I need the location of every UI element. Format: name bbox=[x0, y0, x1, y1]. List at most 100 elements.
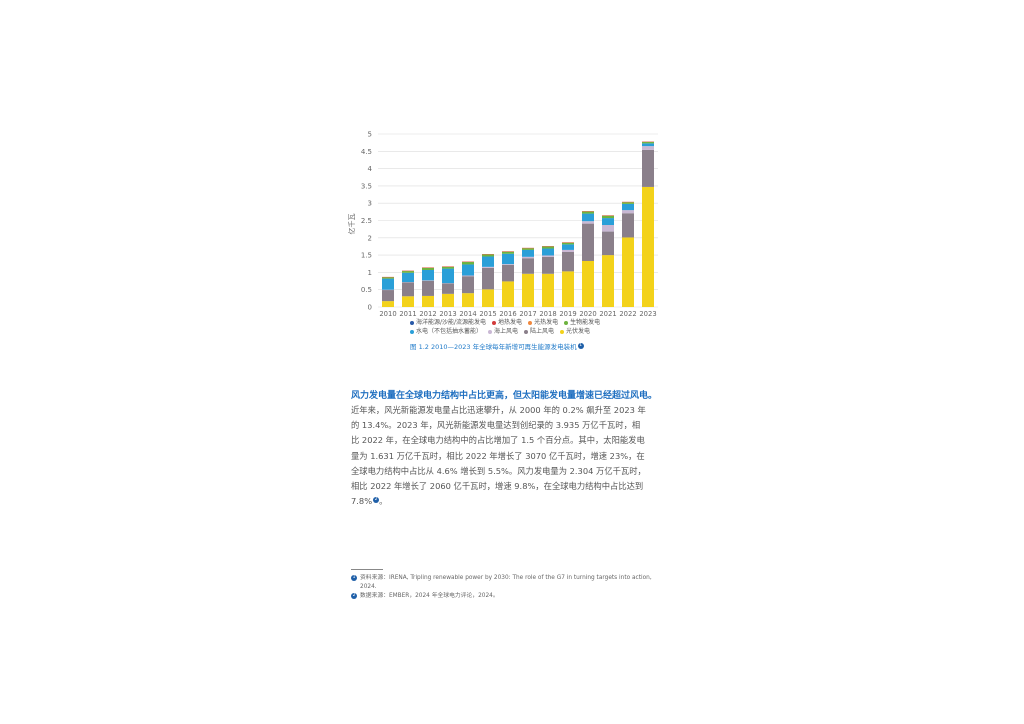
y-tick-label: 0 bbox=[368, 304, 372, 312]
bar-segment bbox=[642, 146, 654, 150]
bar-segment bbox=[502, 264, 514, 265]
bar-segment bbox=[642, 186, 654, 307]
y-tick-label: 2.5 bbox=[361, 217, 372, 225]
x-tick-label: 2018 bbox=[539, 310, 556, 318]
bar-segment bbox=[582, 221, 594, 224]
bar-segment bbox=[482, 254, 494, 257]
chart-legend: 海洋能源/沙能/流源能发电 地热发电 光热发电 生物能发电 水电（不包括抽水蓄能… bbox=[410, 318, 670, 336]
bar-segment bbox=[602, 215, 614, 219]
bar-segment bbox=[622, 210, 634, 214]
footnote-line: 数据来源：EMBER，2024 年全球电力评论，2024。 bbox=[360, 593, 499, 599]
legend-label: 光伏发电 bbox=[566, 328, 591, 335]
legend-label: 陆上风电 bbox=[530, 328, 555, 335]
bar-segment bbox=[502, 281, 514, 307]
bar-segment bbox=[542, 256, 554, 274]
footnote-item: 1 资料来源：IRENA, Tripling renewable power b… bbox=[351, 574, 671, 592]
legend-item: 光伏发电 bbox=[560, 327, 590, 336]
legend-item: 海洋能源/沙能/流源能发电 bbox=[410, 318, 486, 327]
bar-segment bbox=[382, 290, 394, 302]
bar-segment bbox=[422, 280, 434, 296]
bar-segment bbox=[522, 249, 534, 257]
bar-segment bbox=[442, 283, 454, 294]
bar-segment bbox=[422, 267, 434, 270]
bar-segment bbox=[642, 143, 654, 147]
bar-segment bbox=[422, 269, 434, 281]
legend-swatch bbox=[488, 329, 493, 334]
bar-segment bbox=[482, 256, 494, 267]
legend-item: 陆上风电 bbox=[524, 327, 554, 336]
bar-segment bbox=[562, 271, 574, 307]
footnote-item: 2 数据来源：EMBER，2024 年全球电力评论，2024。 bbox=[351, 592, 671, 601]
legend-item: 地热发电 bbox=[492, 318, 522, 327]
bar-segment bbox=[542, 248, 554, 256]
legend-label: 地热发电 bbox=[498, 319, 523, 326]
legend-label: 海上风电 bbox=[494, 328, 519, 335]
legend-swatch bbox=[524, 329, 529, 334]
legend-swatch bbox=[560, 329, 565, 334]
legend-label: 生物能发电 bbox=[570, 319, 601, 326]
y-axis-label: 亿千瓦 bbox=[347, 214, 356, 235]
legend-label: 水电（不包括抽水蓄能） bbox=[416, 328, 483, 335]
figure-caption-text: 图 1.2 2010—2023 年全球每年新增可再生能源发电装机 bbox=[410, 343, 577, 351]
footnote-marker[interactable]: 1 bbox=[577, 342, 584, 349]
footnote-line: 2024. bbox=[360, 584, 377, 590]
paragraph-line: 量为 1.631 万亿千瓦时，相比 2022 年增长了 3070 亿千瓦时，增速… bbox=[351, 450, 645, 461]
footnote-divider bbox=[351, 569, 383, 570]
bar-segment bbox=[542, 246, 554, 249]
x-tick-label: 2014 bbox=[459, 310, 476, 318]
bar-segment bbox=[622, 213, 634, 238]
bar-segment bbox=[382, 278, 394, 290]
bar-segment bbox=[542, 255, 554, 257]
legend-item: 水电（不包括抽水蓄能） bbox=[410, 327, 482, 336]
paragraph-end: 。 bbox=[379, 496, 388, 507]
legend-item: 生物能发电 bbox=[564, 318, 600, 327]
bar-segment bbox=[502, 253, 514, 265]
bar-segment bbox=[482, 266, 494, 268]
paragraph-heading: 风力发电量在全球电力结构中占比更高，但太阳能发电量增速已经超过风电。 bbox=[351, 391, 658, 401]
bar-segment bbox=[522, 248, 534, 250]
bar-segment bbox=[482, 289, 494, 307]
paragraph-line: 全球电力结构中占比从 4.6% 增长到 5.5%。风力发电量为 2.304 万亿… bbox=[351, 465, 646, 476]
footnote-line: 资料来源：IRENA, Tripling renewable power by … bbox=[360, 575, 652, 581]
bar-segment bbox=[422, 295, 434, 307]
y-tick-label: 0.5 bbox=[361, 286, 372, 294]
bar-segment bbox=[582, 213, 594, 222]
bar-segment bbox=[462, 264, 474, 276]
y-tick-label: 4.5 bbox=[361, 148, 372, 156]
legend-item: 光热发电 bbox=[528, 318, 558, 327]
bar-segment bbox=[622, 203, 634, 211]
legend-swatch bbox=[410, 320, 414, 325]
legend-item: 海上风电 bbox=[488, 327, 518, 336]
x-tick-label: 2017 bbox=[519, 310, 536, 318]
legend-swatch bbox=[528, 320, 533, 325]
paragraph-line: 7.8% 2。 bbox=[351, 494, 656, 509]
y-tick-label: 1 bbox=[368, 269, 372, 277]
x-tick-label: 2021 bbox=[599, 310, 616, 318]
bar-segment bbox=[642, 149, 654, 187]
paragraph-line: 相比 2022 年增长了 2060 亿千瓦时，增速 9.8%，在全球电力结构中占… bbox=[351, 481, 644, 492]
legend-label: 海洋能源/沙能/流源能发电 bbox=[416, 319, 487, 326]
x-tick-label: 2012 bbox=[419, 310, 436, 318]
y-tick-label: 3 bbox=[368, 200, 372, 208]
bar-segment bbox=[402, 271, 414, 273]
paragraph-line-text: 7.8% bbox=[351, 496, 373, 507]
bar-segment bbox=[382, 301, 394, 307]
x-tick-label: 2022 bbox=[619, 310, 636, 318]
footnote-text: 数据来源：EMBER，2024 年全球电力评论，2024。 bbox=[360, 592, 499, 601]
footnotes: 1 资料来源：IRENA, Tripling renewable power b… bbox=[351, 574, 671, 601]
bar-segment bbox=[622, 202, 634, 204]
y-tick-label: 3.5 bbox=[361, 182, 372, 190]
footnote-marker[interactable]: 2 bbox=[373, 497, 380, 504]
legend-row: 水电（不包括抽水蓄能） 海上风电 陆上风电 光伏发电 bbox=[410, 327, 670, 336]
x-tick-label: 2010 bbox=[379, 310, 396, 318]
bar-segment bbox=[602, 255, 614, 307]
x-tick-label: 2023 bbox=[639, 310, 656, 318]
legend-row: 海洋能源/沙能/流源能发电 地热发电 光热发电 生物能发电 bbox=[410, 318, 670, 327]
bar-segment bbox=[442, 268, 454, 284]
bar-segment bbox=[582, 260, 594, 307]
y-tick-label: 5 bbox=[368, 131, 372, 139]
y-tick-label: 1.5 bbox=[361, 252, 372, 260]
footnote-text: 资料来源：IRENA, Tripling renewable power by … bbox=[360, 574, 652, 592]
x-tick-label: 2015 bbox=[479, 310, 496, 318]
bar-segment bbox=[642, 141, 654, 144]
